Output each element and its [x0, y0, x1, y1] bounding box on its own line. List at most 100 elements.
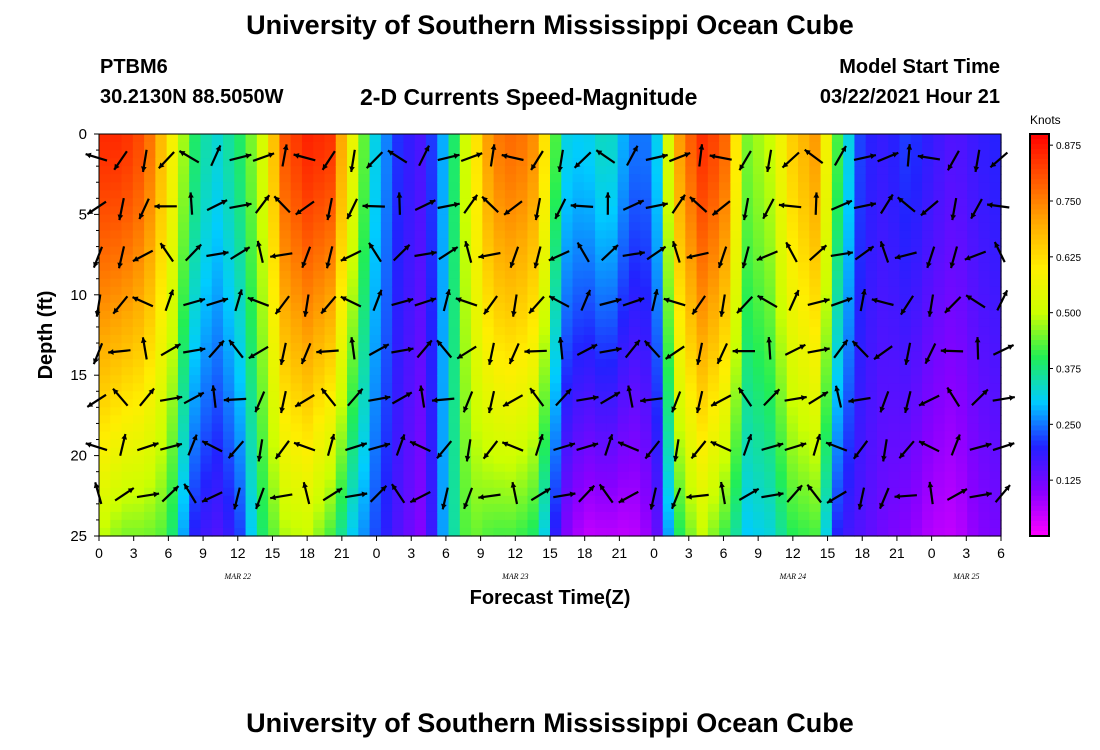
heat-cell	[730, 407, 743, 416]
heat-cell	[189, 166, 202, 175]
heat-cell	[132, 158, 145, 167]
heat-cell	[414, 447, 427, 457]
heat-cell	[967, 286, 980, 296]
heat-cell	[527, 278, 540, 288]
heat-cell	[290, 158, 303, 167]
colorbar-segment	[1030, 530, 1049, 537]
heat-cell	[504, 487, 517, 497]
heat-cell	[144, 495, 156, 505]
heat-cell	[583, 351, 596, 360]
heat-cell	[798, 527, 810, 537]
heat-cell	[843, 190, 856, 199]
colorbar-segment	[1030, 154, 1049, 160]
heat-cell	[651, 166, 664, 175]
vector-arrow-head	[612, 245, 618, 251]
vector-arrow-head	[202, 441, 209, 447]
colorbar-segment	[1030, 269, 1049, 276]
heat-cell	[741, 302, 754, 312]
heat-cell	[538, 447, 551, 457]
heat-cell	[662, 463, 675, 473]
heat-cell	[144, 423, 156, 433]
heat-cell	[786, 495, 799, 505]
heat-cell	[347, 495, 359, 505]
heat-cell	[144, 391, 156, 400]
heat-cell	[99, 150, 111, 159]
heat-cell	[922, 318, 934, 328]
vector-arrow-head	[294, 441, 300, 448]
heat-cell	[865, 511, 878, 521]
heat-cell	[707, 391, 720, 400]
heat-cell	[493, 431, 506, 441]
heat-cell	[155, 423, 168, 433]
vector-arrow-head	[990, 161, 997, 168]
heat-cell	[425, 503, 438, 513]
heat-cell	[414, 415, 427, 425]
heat-cell	[888, 351, 901, 360]
heat-cell	[583, 318, 596, 328]
heat-cell	[425, 495, 438, 505]
heat-cell	[290, 527, 303, 537]
heat-cell	[245, 310, 258, 320]
heat-cell	[504, 335, 517, 344]
heat-cell	[245, 519, 258, 529]
vector-arrow-head	[879, 502, 885, 509]
heat-cell	[730, 238, 743, 248]
heat-cell	[933, 150, 946, 159]
heat-cell	[471, 431, 483, 441]
heat-cell	[730, 471, 743, 481]
heat-cell	[177, 463, 190, 473]
heat-cell	[279, 351, 292, 360]
heat-cell	[256, 190, 269, 199]
heat-cell	[674, 142, 686, 151]
heat-cell	[268, 383, 281, 392]
heat-cell	[606, 359, 619, 368]
heat-cell	[583, 511, 596, 521]
heat-cell	[876, 294, 889, 304]
heat-cell	[831, 423, 844, 433]
vector-arrow-head	[340, 255, 347, 261]
heat-cell	[471, 359, 483, 368]
heat-cell	[888, 166, 901, 175]
heat-cell	[933, 487, 946, 497]
heat-cell	[809, 527, 822, 537]
heat-cell	[674, 511, 686, 521]
heat-cell	[719, 278, 732, 288]
heat-cell	[245, 479, 258, 489]
heat-cell	[606, 471, 619, 481]
heat-cell	[347, 431, 359, 441]
heat-cell	[561, 134, 574, 143]
heat-cell	[132, 423, 145, 433]
heat-cell	[392, 158, 405, 167]
heat-cell	[899, 206, 912, 215]
heat-cell	[843, 262, 856, 272]
heat-cell	[471, 495, 483, 505]
heat-cell	[798, 391, 810, 400]
heat-cell	[516, 495, 529, 505]
heat-cell	[899, 262, 912, 272]
heat-cell	[741, 527, 754, 537]
heat-cell	[347, 455, 359, 465]
heat-cell	[358, 158, 371, 167]
heat-cell	[369, 407, 382, 416]
heat-cell	[967, 158, 980, 167]
heat-cell	[504, 302, 517, 312]
heat-cell	[448, 158, 461, 167]
heat-cell	[989, 294, 1002, 304]
heat-cell	[234, 318, 247, 328]
heat-cell	[888, 142, 901, 151]
heat-cell	[200, 343, 213, 352]
heat-cell	[628, 439, 641, 449]
heat-cell	[628, 230, 641, 240]
heat-cell	[144, 230, 156, 240]
heat-cell	[369, 318, 382, 328]
heat-cell	[425, 383, 438, 392]
heat-cell	[155, 415, 168, 425]
heat-cell	[110, 326, 123, 336]
heat-cell	[516, 238, 529, 248]
heat-cell	[730, 463, 743, 473]
heat-cell	[820, 479, 833, 489]
heat-cell	[245, 359, 258, 368]
heat-cell	[933, 158, 946, 167]
colorbar-segment	[1030, 505, 1049, 512]
heat-cell	[527, 286, 540, 296]
